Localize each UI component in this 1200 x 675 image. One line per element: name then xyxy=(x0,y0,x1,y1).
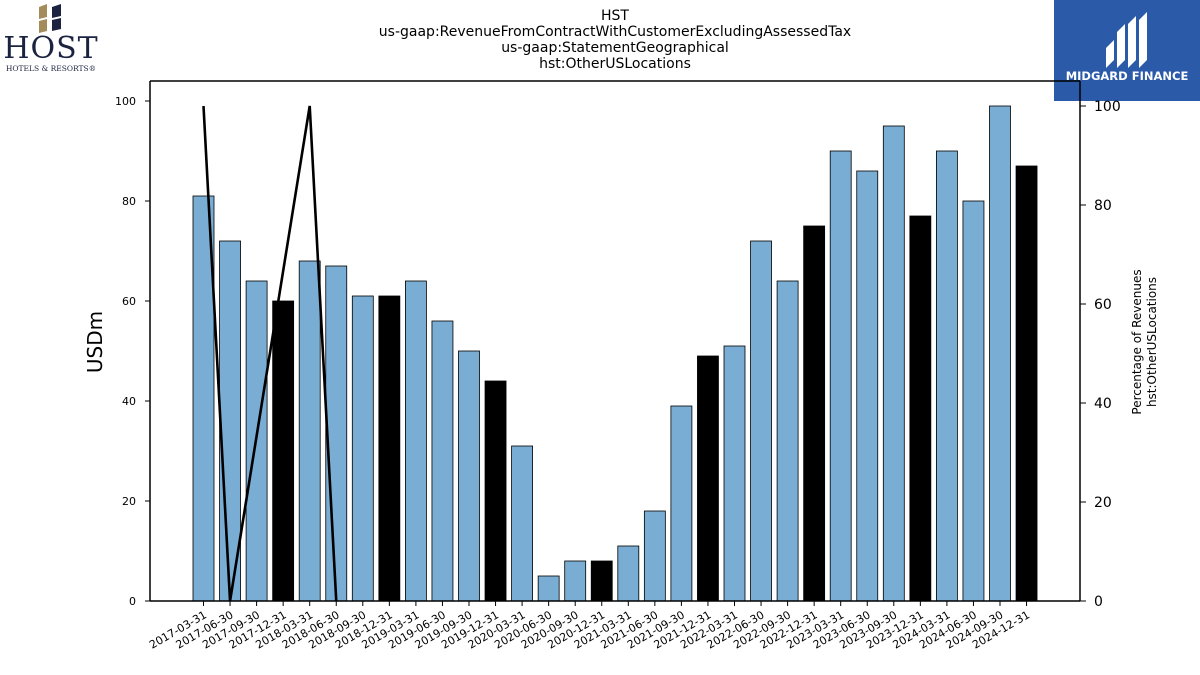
bar-2022-06-30 xyxy=(750,240,772,602)
bar-2018-09-30 xyxy=(351,295,374,602)
bar-2024-06-30 xyxy=(962,200,985,602)
y-tick-label: 40 xyxy=(122,395,136,408)
bar-2022-09-30 xyxy=(776,280,799,602)
bar-2020-03-31 xyxy=(511,445,534,602)
bar-2019-12-31 xyxy=(484,380,507,602)
bar-2024-12-31 xyxy=(1015,165,1038,602)
bar-2018-06-30 xyxy=(325,265,348,602)
bar-2018-03-31 xyxy=(298,260,321,602)
percentage-line xyxy=(202,105,338,602)
y-ticks-group: 0 20 40 60 80 100 xyxy=(115,95,150,608)
chart-title-line-3: us-gaap:StatementGeographical xyxy=(501,40,729,56)
x-ticks-group: 2017-03-312017-06-302017-09-302017-12-31… xyxy=(147,601,1032,652)
y-tick-label: 20 xyxy=(122,495,136,508)
bar-2024-03-31 xyxy=(936,150,958,602)
y2-axis-label-line-2: hst:OtherUSLocations xyxy=(1145,277,1159,407)
axes-group xyxy=(149,80,1081,602)
y-tick-label: 100 xyxy=(115,95,136,108)
bar-2023-03-31 xyxy=(829,150,852,602)
bar-2018-12-31 xyxy=(378,295,401,602)
bar-2021-09-30 xyxy=(670,405,693,602)
y2-tick-label: 60 xyxy=(1094,297,1112,313)
y-tick-label: 60 xyxy=(122,295,136,308)
chart-title-line-2: us-gaap:RevenueFromContractWithCustomerE… xyxy=(378,24,852,40)
y2-tick-label: 0 xyxy=(1094,594,1103,610)
host-wordmark: HOST xyxy=(3,31,99,66)
host-logo: HOST HOTELS & RESORTS® xyxy=(0,0,105,78)
chart-title-line-1: HST xyxy=(601,8,629,24)
bar-2021-06-30 xyxy=(643,510,666,602)
bar-2021-03-31 xyxy=(617,545,640,602)
y-tick-label: 80 xyxy=(122,195,136,208)
bar-2022-12-31 xyxy=(803,225,826,602)
bar-2021-12-31 xyxy=(697,355,719,602)
bar-2023-09-30 xyxy=(882,125,905,602)
midgard-wordmark: MIDGARD FINANCE xyxy=(1065,69,1189,83)
y2-tick-label: 20 xyxy=(1094,495,1112,511)
percentage-line-group xyxy=(202,105,338,602)
y2-axis-label-line-1: Percentage of Revenues xyxy=(1130,269,1144,414)
y-tick-label: 0 xyxy=(129,595,136,608)
bar-2017-12-31 xyxy=(272,300,295,602)
bar-2019-06-30 xyxy=(431,320,454,602)
y-axis-label: USDm xyxy=(83,311,107,373)
bar-2017-06-30 xyxy=(219,240,241,602)
bar-2023-12-31 xyxy=(909,215,932,602)
bar-2024-09-30 xyxy=(989,105,1011,602)
bar-2019-03-31 xyxy=(404,280,427,602)
bar-2019-09-30 xyxy=(458,350,480,602)
midgard-emblem-icon xyxy=(1106,12,1147,68)
bars-group xyxy=(192,105,1038,602)
y2-tick-label: 80 xyxy=(1094,198,1112,214)
chart-title-line-4: hst:OtherUSLocations xyxy=(539,56,691,72)
bar-2020-06-30 xyxy=(537,575,560,602)
y2-tick-label: 100 xyxy=(1094,99,1121,115)
midgard-finance-logo: MIDGARD FINANCE xyxy=(1054,0,1200,101)
host-tagline: HOTELS & RESORTS® xyxy=(5,64,97,73)
bar-2023-06-30 xyxy=(856,170,879,602)
bar-2020-12-31 xyxy=(590,560,613,602)
bar-2020-09-30 xyxy=(564,560,587,602)
bar-2022-03-31 xyxy=(723,345,746,602)
y2-tick-label: 40 xyxy=(1094,396,1112,412)
y2-ticks-group: 0 20 40 60 80 100 xyxy=(1080,99,1121,610)
host-emblem-icon xyxy=(39,4,61,33)
